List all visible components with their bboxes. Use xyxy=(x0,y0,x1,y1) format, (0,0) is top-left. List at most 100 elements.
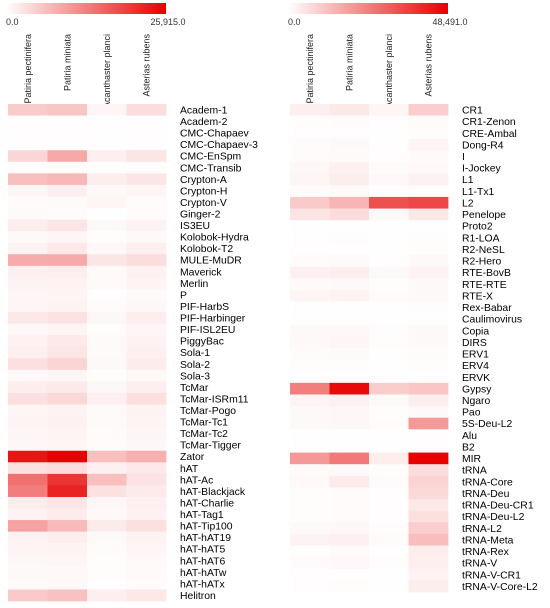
heatmap-cell-tcmar-isrm11-patiria-pectinifera xyxy=(8,392,48,405)
heatmap-cell-penelope-patiria-pectinifera xyxy=(290,208,330,221)
row-label-trna-rex: tRNA-Rex xyxy=(462,547,510,558)
row-label-hat-ac: hAT-Ac xyxy=(180,475,213,486)
heatmap-cell-sola-1-acanthaster-planci xyxy=(87,346,127,359)
heatmap-cell-copia-acanthaster-planci xyxy=(369,324,409,337)
heatmap-cell-tcmar-tc2-asterias-rubens xyxy=(126,427,167,440)
heatmap-cell-tcmar-isrm11-asterias-rubens xyxy=(126,392,167,405)
heatmap-cell-cmc-chapaev-patiria-pectinifera xyxy=(8,127,48,140)
heatmap-cell-trna-deu-l2-patiria-miniata xyxy=(329,510,370,523)
heatmap-cell-rte-rte-asterias-rubens xyxy=(408,278,449,291)
heatmap-cell-hat-blackjack-asterias-rubens xyxy=(126,485,167,498)
heatmap-cell-hat-acanthaster-planci xyxy=(87,462,127,475)
heatmap-cell-hat-hat5-patiria-pectinifera xyxy=(8,543,48,556)
heatmap-cell-cre-ambal-patiria-pectinifera xyxy=(290,127,330,140)
row-label-l1-tx1: L1-Tx1 xyxy=(462,187,495,198)
heatmap-cell-rte-rte-acanthaster-planci xyxy=(369,278,409,291)
heatmap-cell-trna-v-cr1-patiria-miniata xyxy=(329,568,370,581)
heatmap-cell-hat-hat19-acanthaster-planci xyxy=(87,531,127,544)
heatmap-cell-l1-patiria-pectinifera xyxy=(290,173,330,186)
row-label-tcmar-tigger: TcMar-Tigger xyxy=(180,441,241,452)
heatmap-cell-gypsy-patiria-pectinifera xyxy=(290,382,330,395)
heatmap-cell-sola-3-asterias-rubens xyxy=(126,369,167,382)
heatmap-cell-maverick-asterias-rubens xyxy=(126,265,167,278)
heatmap-cell-hat-hatw-patiria-miniata xyxy=(47,566,88,579)
heatmap-cell-cr1-acanthaster-planci xyxy=(369,104,409,117)
heatmap-cell-r2-hero-acanthaster-planci xyxy=(369,255,409,268)
heatmap-cell-hat-tag1-acanthaster-planci xyxy=(87,508,127,521)
row-label-mir: MIR xyxy=(462,454,482,465)
heatmap-cell-ginger-2-patiria-miniata xyxy=(47,208,88,220)
heatmap-cell-cmc-transib-patiria-pectinifera xyxy=(8,161,48,174)
heatmap-cell-proto2-patiria-pectinifera xyxy=(290,220,330,233)
heatmap-cell-kolobok-hydra-asterias-rubens xyxy=(126,231,167,244)
row-label-tcmar-pogo: TcMar-Pogo xyxy=(180,406,236,417)
heatmap-cell-crypton-h-acanthaster-planci xyxy=(87,184,127,197)
heatmap-cell-r2-nesl-acanthaster-planci xyxy=(369,243,409,256)
heatmap-cell-alu-patiria-miniata xyxy=(329,429,370,442)
heatmap-cell-hat-hatx-acanthaster-planci xyxy=(87,577,127,590)
row-label-r1-loa: R1-LOA xyxy=(462,233,500,244)
heatmap-cell-trna-deu-patiria-miniata xyxy=(329,487,370,500)
heatmap-cell-dong-r4-asterias-rubens xyxy=(408,138,449,151)
heatmap-cell-trna-deu-cr1-asterias-rubens xyxy=(408,499,449,512)
heatmap-cell-academ-1-acanthaster-planci xyxy=(87,104,127,116)
heatmap-cell-r2-nesl-patiria-pectinifera xyxy=(290,243,330,256)
heatmap-cell-crypton-a-patiria-miniata xyxy=(47,173,88,186)
heatmap-cell-trna-deu-l2-acanthaster-planci xyxy=(369,510,409,523)
heatmap-cell-cr1-patiria-miniata xyxy=(329,104,370,117)
row-label-rte-rte: RTE-RTE xyxy=(462,280,507,291)
row-label-hat-hat5: hAT-hAT5 xyxy=(180,545,225,556)
heatmap-cell-tcmar-pogo-patiria-pectinifera xyxy=(8,404,48,417)
heatmap-cell-academ-2-acanthaster-planci xyxy=(87,115,127,128)
heatmap-cell-trna-v-core-l2-patiria-pectinifera xyxy=(290,580,330,593)
heatmap-cell-cmc-chapaev-3-acanthaster-planci xyxy=(87,138,127,151)
heatmap-cell-helitron-patiria-miniata xyxy=(47,589,88,602)
row-label-trna-meta: tRNA-Meta xyxy=(462,535,514,546)
heatmap-cell-pif-isl2eu-patiria-miniata xyxy=(47,323,88,336)
heatmap-cell-academ-2-asterias-rubens xyxy=(126,115,167,128)
heatmap-cell-trna-deu-l2-patiria-pectinifera xyxy=(290,510,330,523)
heatmap-cell-trna-meta-patiria-pectinifera xyxy=(290,533,330,546)
heatmap-cell-mule-mudr-patiria-pectinifera xyxy=(8,254,48,267)
heatmap-cell-i-jockey-asterias-rubens xyxy=(408,162,449,175)
row-label-tcmar-tc2: TcMar-Tc2 xyxy=(180,429,228,440)
row-label-rte-bovb: RTE-BovB xyxy=(462,268,511,279)
heatmap-cell-trna-deu-cr1-acanthaster-planci xyxy=(369,499,409,512)
heatmap-cell-helitron-patiria-pectinifera xyxy=(8,589,48,602)
heatmap-cell-l2-acanthaster-planci xyxy=(369,196,409,209)
heatmap-cell-pif-harbs-patiria-miniata xyxy=(47,300,88,313)
heatmap-cell-dirs-acanthaster-planci xyxy=(369,336,409,349)
row-label-copia: Copia xyxy=(462,326,489,337)
heatmap-cell-ngaro-patiria-miniata xyxy=(329,394,370,407)
heatmap-cell-hat-tip100-patiria-pectinifera xyxy=(8,520,48,533)
row-label-cr1: CR1 xyxy=(462,106,483,117)
heatmap-cell-rte-x-patiria-miniata xyxy=(329,289,370,302)
heatmap-cell-trna-meta-patiria-miniata xyxy=(329,533,370,546)
row-label-hat-tip100: hAT-Tip100 xyxy=(180,522,233,533)
heatmap-cell-erv4-acanthaster-planci xyxy=(369,359,409,372)
heatmap-cell-kolobok-t2-acanthaster-planci xyxy=(87,242,127,255)
heatmap-cell-dirs-asterias-rubens xyxy=(408,336,449,349)
row-label-helitron: Helitron xyxy=(180,591,216,602)
heatmap-cell-kolobok-hydra-patiria-pectinifera xyxy=(8,231,48,244)
heatmap-cell-cmc-chapaev-3-asterias-rubens xyxy=(126,138,167,151)
heatmap-cell-pao-patiria-pectinifera xyxy=(290,406,330,419)
heatmap-cell-trna-meta-acanthaster-planci xyxy=(369,533,409,546)
heatmap-cell-penelope-patiria-miniata xyxy=(329,208,370,221)
heatmap-cell-pif-harbs-asterias-rubens xyxy=(126,300,167,313)
heatmap-cell-erv1-acanthaster-planci xyxy=(369,348,409,361)
row-label-kolobok-hydra: Kolobok-Hydra xyxy=(180,233,249,244)
heatmap-cell-crypton-h-patiria-miniata xyxy=(47,184,88,197)
heatmap-cell-gypsy-asterias-rubens xyxy=(408,382,449,395)
heatmap-cell-r2-hero-patiria-miniata xyxy=(329,255,370,268)
heatmap-cell-sola-2-patiria-miniata xyxy=(47,358,88,371)
heatmap-cell-trna-v-cr1-patiria-pectinifera xyxy=(290,568,330,581)
heatmap-cell-r1-loa-asterias-rubens xyxy=(408,231,449,244)
row-label-tcmar: TcMar xyxy=(180,383,209,394)
heatmap-right: 0.0 48,491.0 Patiria pectinifera Patiria … xyxy=(288,3,538,593)
heatmap-cell-tcmar-isrm11-patiria-miniata xyxy=(47,392,88,405)
row-label-5s-deu-l2: 5S-Deu-L2 xyxy=(462,419,512,430)
heatmap-cell-trna-v-patiria-pectinifera xyxy=(290,557,330,570)
heatmap-cell-crypton-h-patiria-pectinifera xyxy=(8,184,48,197)
column-label-acanthaster-planci: Acanthaster planci xyxy=(384,34,394,108)
